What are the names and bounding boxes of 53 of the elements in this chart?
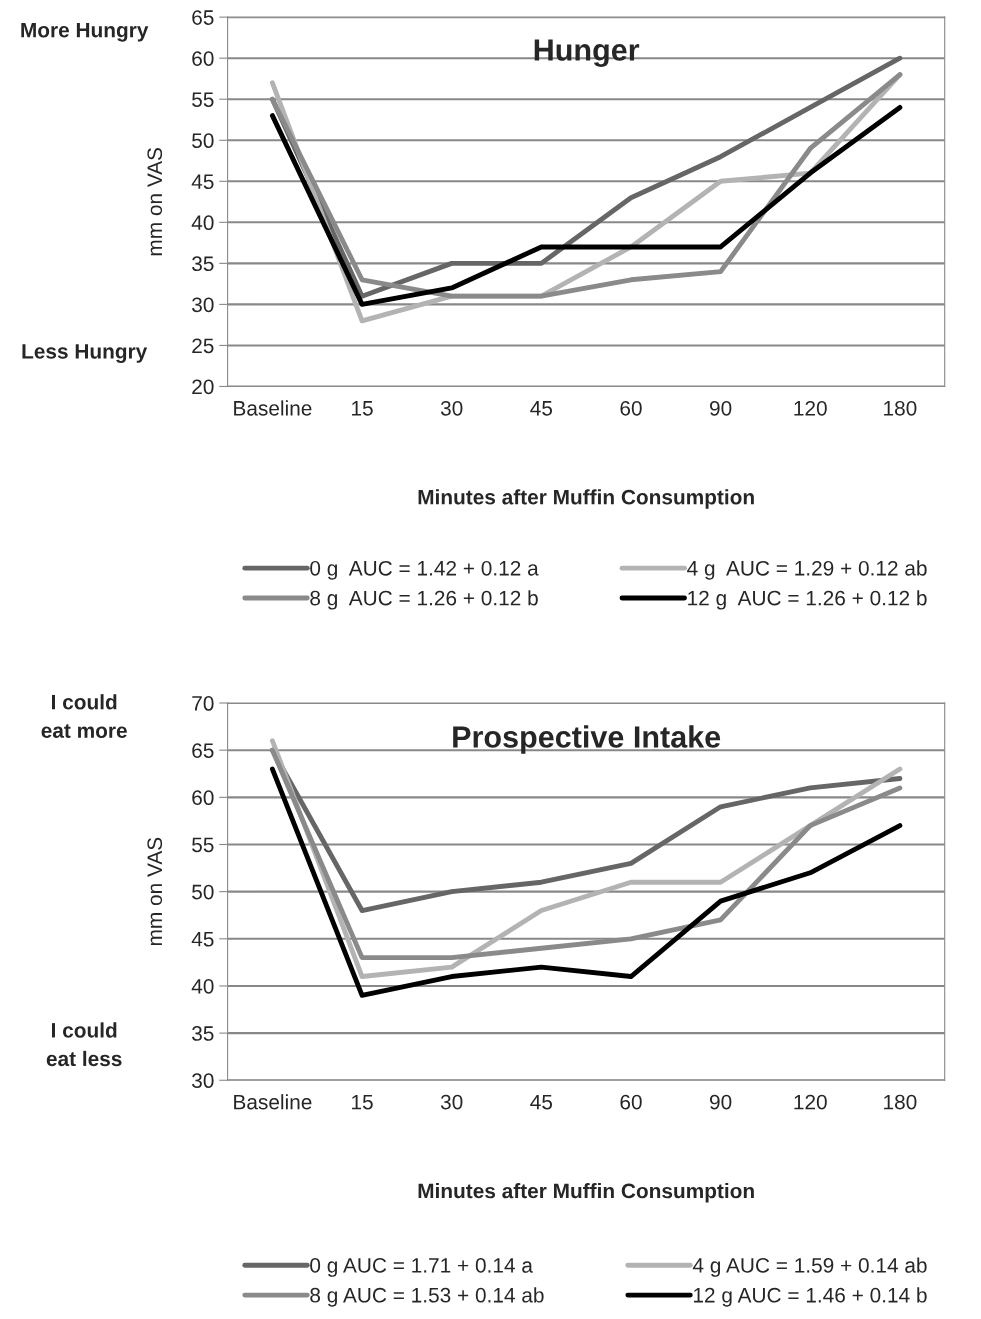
x-tick-label: 30 [440, 1094, 463, 1110]
y-tick-label: 25 [192, 338, 214, 354]
legend-label: 8 g AUC = 1.26 + 0.12 b [310, 590, 538, 610]
y-tick-label: 20 [192, 379, 214, 395]
legend-label: 12 g AUC = 1.46 + 0.14 b [693, 1287, 927, 1307]
y-tick-label: 55 [192, 837, 214, 853]
y-tick-label: 60 [192, 790, 214, 806]
text: More Hungry [21, 22, 149, 42]
y-tick-label: 35 [192, 1026, 214, 1041]
y-tick-label: 55 [192, 92, 214, 107]
y-axis-title: mm on VAS [147, 147, 163, 256]
legend-label: 4 g AUC = 1.29 + 0.12 ab [687, 560, 927, 580]
y-tick-label: 60 [192, 51, 214, 66]
legend-label: 0 g AUC = 1.42 + 0.12 a [310, 560, 539, 580]
y-tick-label: 50 [192, 133, 214, 149]
x-tick-label: 15 [352, 401, 373, 416]
y-tick-label: 45 [191, 174, 214, 190]
legend-label: 0 g AUC = 1.71 + 0.14 a [310, 1258, 533, 1277]
x-tick-label: 120 [794, 400, 827, 416]
x-tick-label: 15 [352, 1094, 373, 1110]
x-tick-label: 60 [620, 1094, 642, 1110]
y-tick-label: 45 [191, 932, 214, 947]
legend-label: 8 g AUC = 1.53 + 0.14 ab [310, 1287, 544, 1307]
y-tick-label: 70 [192, 696, 214, 711]
y-tick-label: 65 [192, 743, 214, 758]
x-tick-label: 180 [884, 400, 917, 416]
x-tick-label: 60 [620, 400, 642, 416]
y-tick-label: 65 [192, 10, 214, 25]
y-tick-label: 30 [192, 1073, 214, 1089]
x-tick-label: 120 [794, 1094, 827, 1110]
text: Hunger [534, 39, 640, 67]
x-tick-label: 45 [530, 1094, 553, 1110]
text: Prospective Intake [453, 725, 721, 754]
y-tick-label: 30 [192, 297, 214, 313]
x-tick-label: Baseline [234, 1094, 312, 1110]
legend-label: 4 g AUC = 1.59 + 0.14 ab [692, 1257, 927, 1277]
x-axis-title: Minutes after Muffin Consumption [418, 1183, 754, 1203]
x-tick-label: 30 [440, 400, 463, 416]
x-axis-title: Minutes after Muffin Consumption [418, 489, 754, 509]
x-tick-label: 45 [530, 401, 553, 416]
y-tick-label: 40 [191, 215, 214, 231]
x-tick-label: 90 [710, 1094, 732, 1110]
text: I could eat less [46, 1022, 122, 1067]
y-tick-label: 50 [192, 884, 214, 900]
y-tick-label: 35 [192, 256, 214, 272]
legend-label: 12 g AUC = 1.26 + 0.12 b [688, 590, 927, 610]
text: Less Hungry [22, 344, 148, 363]
y-tick-label: 40 [191, 978, 214, 994]
x-tick-label: 180 [884, 1094, 917, 1110]
x-tick-label: 90 [710, 400, 732, 416]
text: I could eat more [41, 694, 127, 738]
y-axis-title: mm on VAS [147, 837, 163, 946]
x-tick-label: Baseline [234, 400, 312, 416]
